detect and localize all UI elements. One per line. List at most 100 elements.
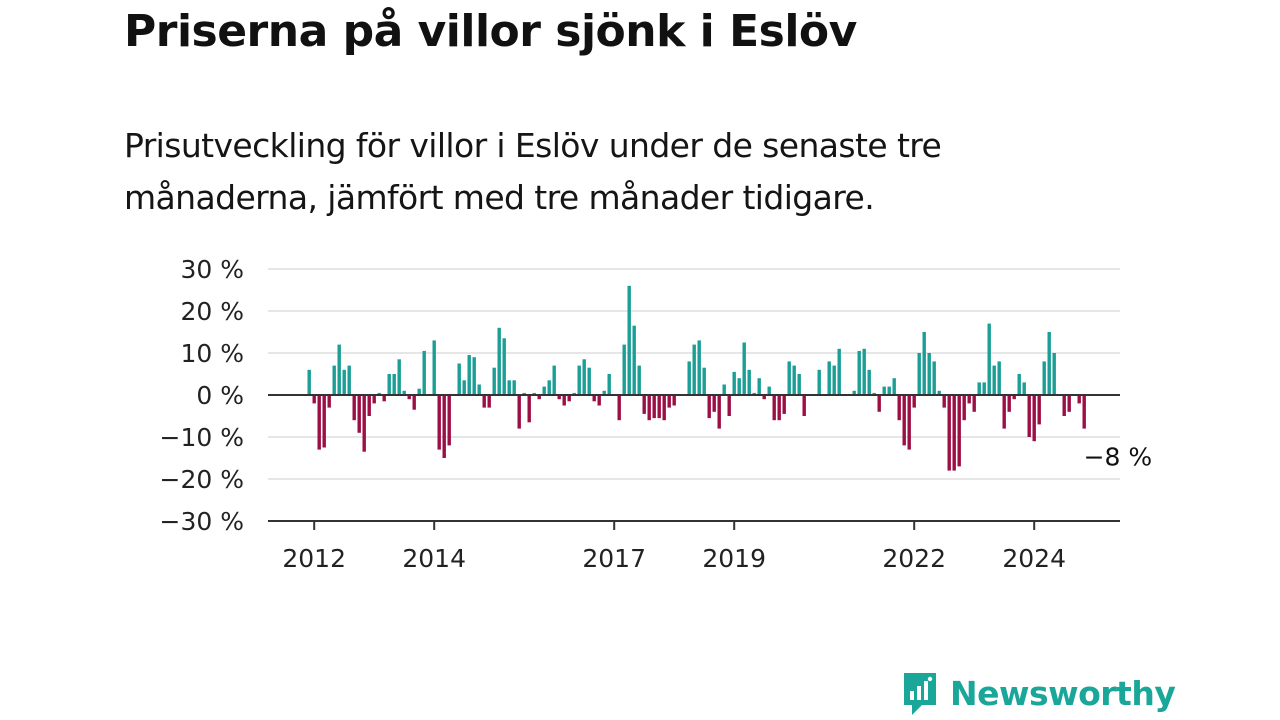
bar bbox=[1022, 382, 1026, 395]
bar bbox=[372, 395, 376, 404]
bar bbox=[757, 378, 761, 395]
y-tick-label: −10 % bbox=[160, 423, 244, 452]
bar bbox=[1017, 374, 1021, 395]
y-tick-label: 20 % bbox=[180, 297, 244, 326]
bar bbox=[367, 395, 371, 416]
bar bbox=[502, 338, 506, 395]
bar bbox=[907, 395, 911, 450]
bar bbox=[442, 395, 446, 458]
bar bbox=[892, 378, 896, 395]
bar bbox=[792, 365, 796, 395]
bar bbox=[942, 395, 946, 408]
bar bbox=[1042, 361, 1046, 395]
bar bbox=[577, 365, 581, 395]
bar bbox=[512, 380, 516, 395]
last-value-label: −8 % bbox=[1084, 443, 1153, 472]
bar bbox=[662, 395, 666, 421]
x-tick-label: 2014 bbox=[402, 544, 466, 573]
bar bbox=[777, 395, 781, 421]
bar bbox=[312, 395, 316, 404]
bar bbox=[437, 395, 441, 450]
bar bbox=[347, 365, 351, 395]
x-tick-label: 2017 bbox=[582, 544, 646, 573]
bar bbox=[967, 395, 971, 404]
bar bbox=[1062, 395, 1066, 416]
bar bbox=[522, 392, 526, 395]
bar bbox=[582, 359, 586, 395]
axes bbox=[268, 394, 1120, 522]
bar bbox=[592, 395, 596, 402]
bar bbox=[402, 390, 406, 395]
bar bbox=[992, 365, 996, 395]
bar bbox=[817, 369, 821, 395]
bar bbox=[432, 340, 436, 395]
bar bbox=[457, 363, 461, 395]
bar bbox=[642, 395, 646, 414]
bar bbox=[762, 395, 766, 400]
bar bbox=[392, 374, 396, 395]
bar bbox=[797, 374, 801, 395]
bar bbox=[407, 395, 411, 400]
bar bbox=[932, 361, 936, 395]
bar bbox=[772, 395, 776, 421]
bar bbox=[727, 395, 731, 416]
bar bbox=[802, 395, 806, 416]
bar bbox=[1037, 395, 1041, 425]
bar bbox=[982, 382, 986, 395]
bar bbox=[712, 395, 716, 412]
bar bbox=[937, 390, 941, 395]
bar bbox=[377, 392, 381, 395]
bar bbox=[537, 395, 541, 400]
bar bbox=[827, 361, 831, 395]
bar bbox=[962, 395, 966, 421]
bar bbox=[692, 344, 696, 395]
bar bbox=[467, 355, 471, 395]
bar bbox=[632, 325, 636, 395]
x-tick-label: 2024 bbox=[1002, 544, 1066, 573]
bar bbox=[382, 395, 386, 402]
bar bbox=[462, 380, 466, 395]
bar bbox=[1047, 332, 1051, 395]
bar bbox=[857, 350, 861, 395]
y-tick-label: 0 % bbox=[196, 381, 244, 410]
bar bbox=[412, 395, 416, 410]
bar bbox=[607, 374, 611, 395]
bar bbox=[497, 327, 501, 395]
x-tick-label: 2012 bbox=[282, 544, 346, 573]
bar bbox=[507, 380, 511, 395]
y-tick-label: 10 % bbox=[180, 339, 244, 368]
bar bbox=[1067, 395, 1071, 412]
bar bbox=[977, 382, 981, 395]
bar bbox=[657, 395, 661, 419]
bar bbox=[947, 395, 951, 471]
bar bbox=[307, 369, 311, 395]
bar bbox=[627, 285, 631, 395]
bar bbox=[602, 390, 606, 395]
bar bbox=[702, 367, 706, 395]
bar bbox=[567, 395, 571, 402]
bar bbox=[597, 395, 601, 406]
bar bbox=[517, 395, 521, 429]
bar bbox=[917, 353, 921, 395]
bar bbox=[587, 367, 591, 395]
bar bbox=[707, 395, 711, 419]
bar bbox=[487, 395, 491, 408]
x-tick-label: 2022 bbox=[882, 544, 946, 573]
x-axis-tick-labels: 2012 2014 2017 2019 2022 2024 bbox=[282, 521, 1066, 573]
bar bbox=[482, 395, 486, 408]
bar bbox=[1012, 395, 1016, 400]
bar bbox=[527, 395, 531, 423]
bar bbox=[667, 395, 671, 408]
bar bbox=[557, 395, 561, 400]
bar bbox=[787, 361, 791, 395]
bar bbox=[1077, 395, 1081, 404]
bar bbox=[737, 378, 741, 395]
bar bbox=[552, 365, 556, 395]
bar bbox=[672, 395, 676, 406]
bar bbox=[1082, 395, 1086, 429]
bar bbox=[852, 390, 856, 395]
bar bbox=[957, 395, 961, 467]
bar bbox=[562, 395, 566, 406]
bar bbox=[417, 388, 421, 395]
